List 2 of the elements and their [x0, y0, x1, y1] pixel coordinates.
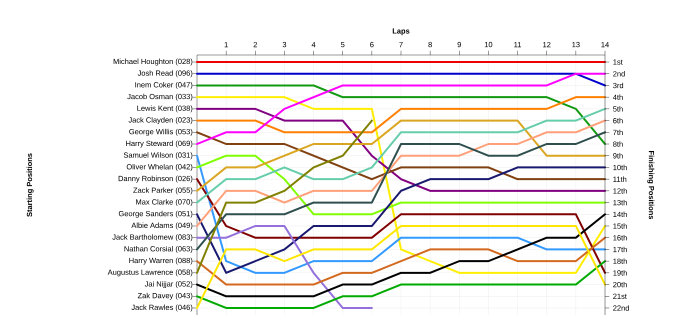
line-series	[196, 120, 373, 274]
line-series	[196, 224, 373, 309]
